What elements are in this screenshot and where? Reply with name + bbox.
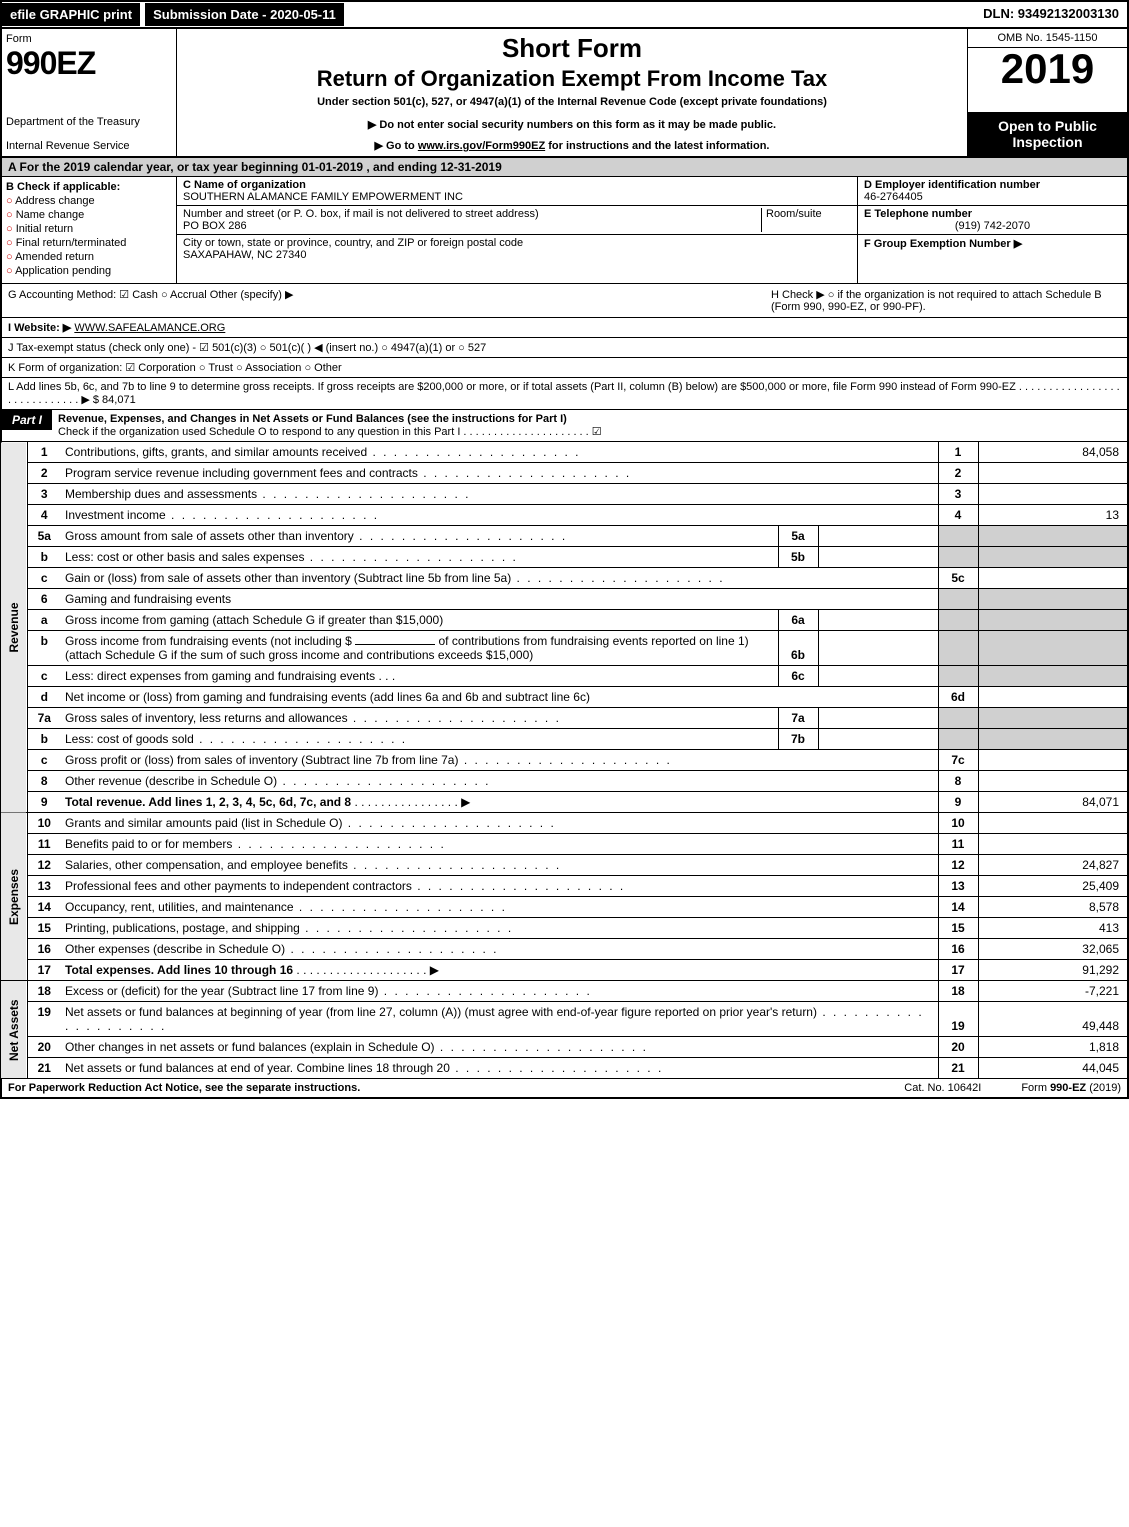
revenue-side-label: Revenue	[1, 442, 27, 813]
form-label: Form	[6, 33, 172, 45]
netassets-side-label: Net Assets	[1, 981, 27, 1079]
efile-label[interactable]: efile GRAPHIC print	[2, 3, 140, 26]
line-6c: c Less: direct expenses from gaming and …	[1, 666, 1128, 687]
return-title: Return of Organization Exempt From Incom…	[185, 66, 959, 92]
line-9: 9 Total revenue. Add lines 1, 2, 3, 4, 5…	[1, 792, 1128, 813]
line-3: 3 Membership dues and assessments 3	[1, 484, 1128, 505]
goto-prefix: ▶ Go to	[375, 140, 418, 152]
top-bar: efile GRAPHIC print Submission Date - 20…	[0, 0, 1129, 29]
ein-value: 46-2764405	[864, 191, 1121, 203]
part1-title: Revenue, Expenses, and Changes in Net As…	[58, 413, 567, 425]
header-mid: Short Form Return of Organization Exempt…	[177, 29, 967, 156]
checkbox-initial-return[interactable]: Initial return	[6, 223, 172, 235]
room-label: Room/suite	[766, 208, 822, 220]
line-2: 2 Program service revenue including gove…	[1, 463, 1128, 484]
website-label: I Website: ▶	[8, 322, 71, 334]
org-name-label: C Name of organization	[183, 179, 851, 191]
dept-irs: Internal Revenue Service	[6, 140, 172, 152]
line-18: Net Assets 18 Excess or (deficit) for th…	[1, 981, 1128, 1002]
part1-sub: Check if the organization used Schedule …	[58, 426, 602, 438]
line-4: 4 Investment income 4 13	[1, 505, 1128, 526]
col-b-checkboxes: B Check if applicable: Address change Na…	[2, 177, 177, 283]
checkbox-amended-return[interactable]: Amended return	[6, 251, 172, 263]
expenses-side-label: Expenses	[1, 813, 27, 981]
checkbox-final-return[interactable]: Final return/terminated	[6, 237, 172, 249]
short-form-title: Short Form	[185, 33, 959, 64]
line-14: 14 Occupancy, rent, utilities, and maint…	[1, 897, 1128, 918]
ein-label: D Employer identification number	[864, 179, 1121, 191]
info-grid: B Check if applicable: Address change Na…	[0, 177, 1129, 284]
line-5b: b Less: cost or other basis and sales ex…	[1, 547, 1128, 568]
accounting-method: G Accounting Method: ☑ Cash ○ Accrual Ot…	[8, 288, 771, 313]
goto-link[interactable]: www.irs.gov/Form990EZ	[418, 140, 545, 152]
tel-label: E Telephone number	[864, 208, 1121, 220]
street-value: PO BOX 286	[183, 220, 761, 232]
line-12: 12 Salaries, other compensation, and emp…	[1, 855, 1128, 876]
form-header: Form 990EZ Department of the Treasury In…	[0, 29, 1129, 158]
org-name-value: SOUTHERN ALAMANCE FAMILY EMPOWERMENT INC	[183, 191, 851, 203]
line-6b: b Gross income from fundraising events (…	[1, 631, 1128, 666]
goto-suffix: for instructions and the latest informat…	[545, 140, 769, 152]
footer-formref: Form 990-EZ (2019)	[1021, 1082, 1121, 1094]
page-footer: For Paperwork Reduction Act Notice, see …	[0, 1079, 1129, 1099]
lines-table: Revenue 1 Contributions, gifts, grants, …	[0, 442, 1129, 1079]
city-label: City or town, state or province, country…	[183, 237, 523, 249]
city-value: SAXAPAHAW, NC 27340	[183, 249, 851, 261]
line-l-gross-receipts: L Add lines 5b, 6c, and 7b to line 9 to …	[0, 378, 1129, 410]
line-g-h: G Accounting Method: ☑ Cash ○ Accrual Ot…	[0, 284, 1129, 318]
footer-catno: Cat. No. 10642I	[904, 1082, 981, 1094]
part1-header: Part I Revenue, Expenses, and Changes in…	[0, 410, 1129, 442]
tax-year: 2019	[968, 48, 1127, 90]
under-section: Under section 501(c), 527, or 4947(a)(1)…	[185, 96, 959, 108]
line-7a: 7a Gross sales of inventory, less return…	[1, 708, 1128, 729]
open-public-badge: Open to Public Inspection	[968, 112, 1127, 156]
line-k-form-org: K Form of organization: ☑ Corporation ○ …	[0, 358, 1129, 378]
checkbox-name-change[interactable]: Name change	[6, 209, 172, 221]
checkbox-application-pending[interactable]: Application pending	[6, 265, 172, 277]
section-a-taxyear: A For the 2019 calendar year, or tax yea…	[0, 158, 1129, 177]
line-11: 11 Benefits paid to or for members 11	[1, 834, 1128, 855]
line-6a: a Gross income from gaming (attach Sched…	[1, 610, 1128, 631]
form-number: 990EZ	[6, 45, 172, 82]
line-6d: d Net income or (loss) from gaming and f…	[1, 687, 1128, 708]
header-left: Form 990EZ Department of the Treasury In…	[2, 29, 177, 156]
line-19: 19 Net assets or fund balances at beginn…	[1, 1002, 1128, 1037]
line-15: 15 Printing, publications, postage, and …	[1, 918, 1128, 939]
col-d: D Employer identification number 46-2764…	[857, 177, 1127, 283]
submission-date: Submission Date - 2020-05-11	[144, 2, 345, 27]
website-link[interactable]: WWW.SAFEALAMANCE.ORG	[74, 322, 225, 334]
col-c: C Name of organization SOUTHERN ALAMANCE…	[177, 177, 857, 283]
col-b-header: B Check if applicable:	[6, 181, 172, 193]
line-13: 13 Professional fees and other payments …	[1, 876, 1128, 897]
line-20: 20 Other changes in net assets or fund b…	[1, 1037, 1128, 1058]
dln-label: DLN: 93492132003130	[975, 2, 1127, 27]
line-8: 8 Other revenue (describe in Schedule O)…	[1, 771, 1128, 792]
line-7b: b Less: cost of goods sold 7b	[1, 729, 1128, 750]
dept-treasury: Department of the Treasury	[6, 116, 172, 128]
street-label: Number and street (or P. O. box, if mail…	[183, 208, 539, 220]
line-17: 17 Total expenses. Add lines 10 through …	[1, 960, 1128, 981]
line-10: Expenses 10 Grants and similar amounts p…	[1, 813, 1128, 834]
line-i-website: I Website: ▶ WWW.SAFEALAMANCE.ORG	[0, 318, 1129, 338]
line-1: Revenue 1 Contributions, gifts, grants, …	[1, 442, 1128, 463]
header-right: OMB No. 1545-1150 2019 Open to Public In…	[967, 29, 1127, 156]
line-5a: 5a Gross amount from sale of assets othe…	[1, 526, 1128, 547]
line-j-tax-exempt: J Tax-exempt status (check only one) - ☑…	[0, 338, 1129, 358]
tel-value: (919) 742-2070	[864, 220, 1121, 232]
footer-notice: For Paperwork Reduction Act Notice, see …	[8, 1082, 360, 1094]
group-exemption-label: F Group Exemption Number ▶	[864, 237, 1121, 250]
line-21: 21 Net assets or fund balances at end of…	[1, 1058, 1128, 1079]
goto-instructions: ▶ Go to www.irs.gov/Form990EZ for instru…	[185, 139, 959, 152]
ssn-warning: ▶ Do not enter social security numbers o…	[185, 118, 959, 131]
line-7c: c Gross profit or (loss) from sales of i…	[1, 750, 1128, 771]
line-16: 16 Other expenses (describe in Schedule …	[1, 939, 1128, 960]
checkbox-address-change[interactable]: Address change	[6, 195, 172, 207]
line-6: 6 Gaming and fundraising events	[1, 589, 1128, 610]
part1-label: Part I	[2, 410, 52, 430]
h-schedule-b: H Check ▶ ○ if the organization is not r…	[771, 288, 1121, 313]
line-5c: c Gain or (loss) from sale of assets oth…	[1, 568, 1128, 589]
